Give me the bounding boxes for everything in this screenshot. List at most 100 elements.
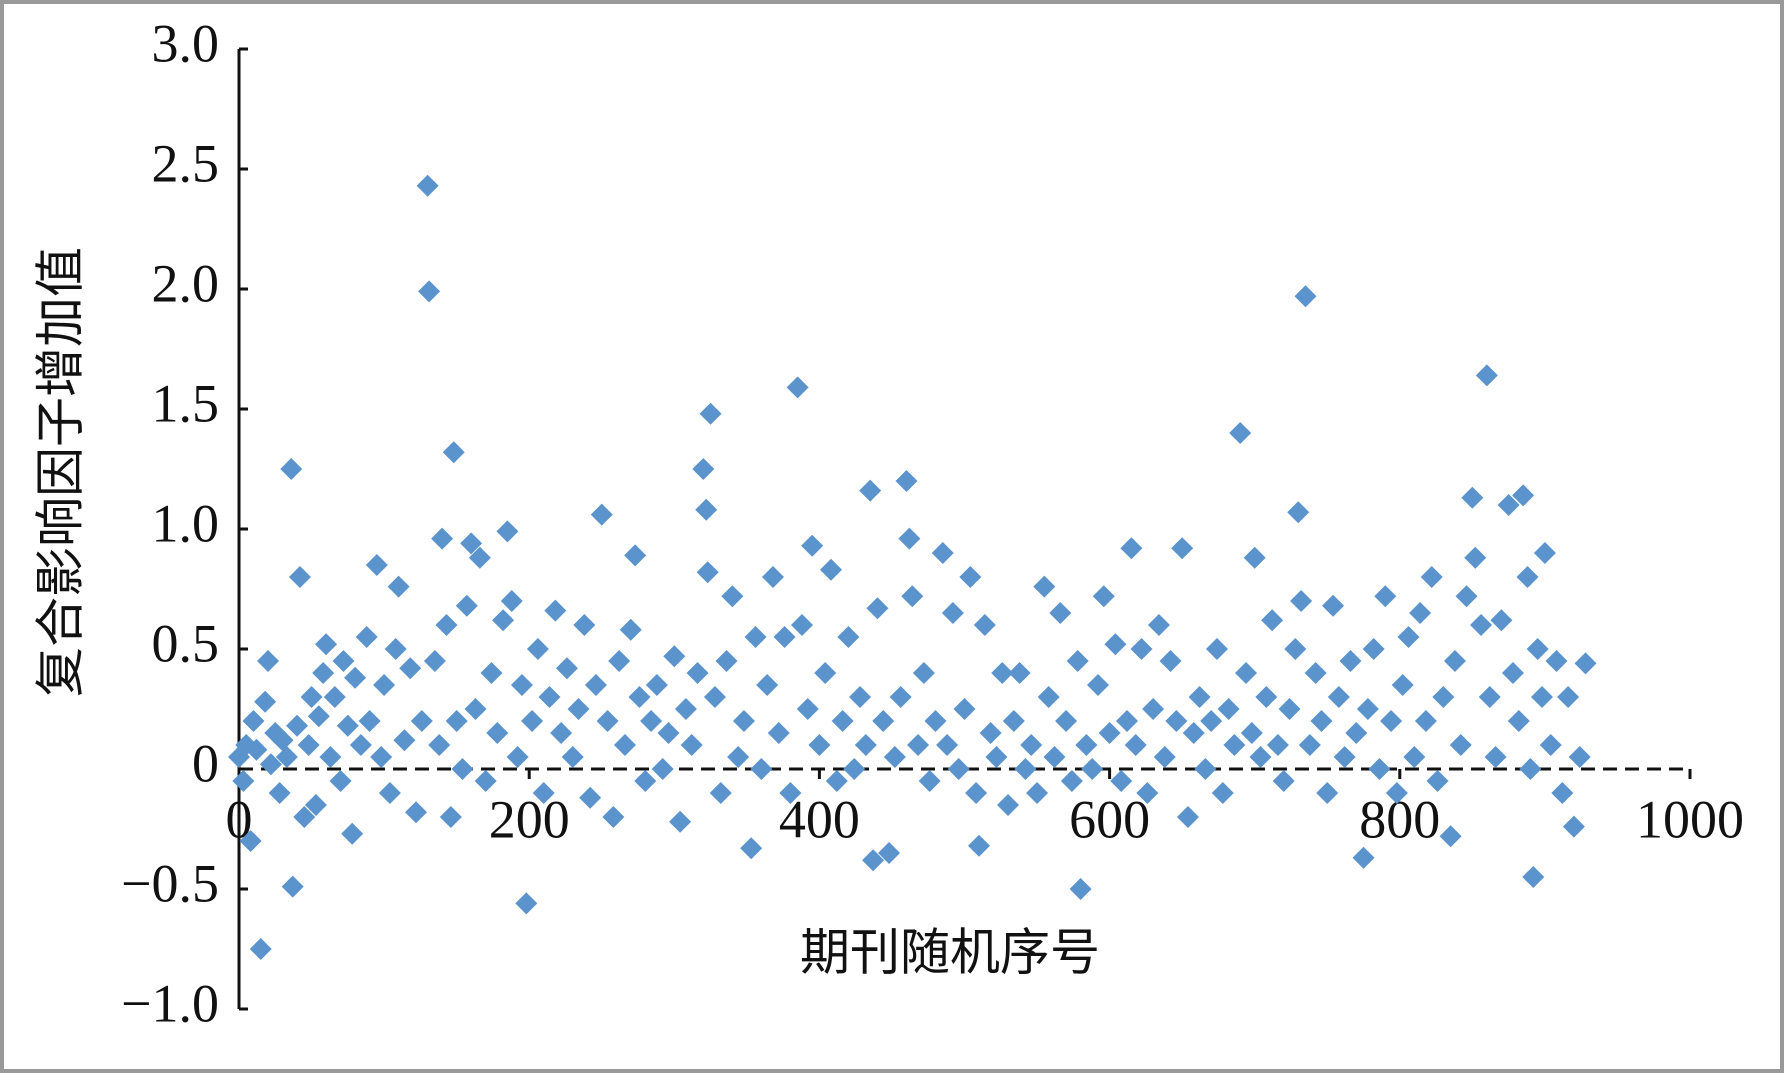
point <box>709 782 732 804</box>
point <box>1464 546 1487 569</box>
point <box>985 746 1008 768</box>
point <box>619 618 642 641</box>
point <box>428 734 451 756</box>
point <box>1043 746 1066 768</box>
point <box>907 734 930 756</box>
point <box>349 734 372 756</box>
point <box>1339 650 1362 672</box>
point <box>1194 758 1217 780</box>
point <box>859 479 882 502</box>
point <box>268 782 291 804</box>
point <box>1545 650 1568 672</box>
point <box>439 806 462 828</box>
point <box>410 710 433 732</box>
point <box>259 753 282 776</box>
point <box>1205 638 1228 660</box>
point <box>1374 585 1397 608</box>
point <box>1368 758 1391 780</box>
point <box>1574 652 1597 675</box>
point <box>696 561 719 584</box>
point <box>1255 686 1278 708</box>
point <box>1475 364 1498 387</box>
point <box>1284 638 1307 660</box>
point <box>506 746 529 768</box>
point <box>280 458 303 480</box>
point <box>515 892 538 915</box>
point <box>307 705 330 728</box>
point <box>245 738 268 761</box>
point <box>480 662 503 684</box>
point <box>281 875 304 898</box>
point <box>1522 866 1545 888</box>
point <box>1426 770 1449 792</box>
point <box>608 650 631 672</box>
point <box>460 532 483 555</box>
point <box>1120 537 1143 560</box>
point <box>1060 770 1083 792</box>
point <box>538 686 561 708</box>
point <box>423 650 446 672</box>
point <box>843 758 866 780</box>
point <box>1081 758 1104 780</box>
point <box>773 626 796 648</box>
point <box>1014 758 1037 780</box>
point <box>1470 614 1493 636</box>
point <box>416 174 439 197</box>
point <box>486 722 509 744</box>
point <box>895 470 918 492</box>
y-tick-label: 2.5 <box>152 133 220 193</box>
point <box>315 633 338 656</box>
point <box>663 645 686 668</box>
point <box>831 710 854 732</box>
point <box>435 614 458 636</box>
point <box>387 575 410 598</box>
point <box>405 801 428 824</box>
point <box>912 662 935 684</box>
point <box>1217 698 1240 720</box>
point <box>1002 710 1025 732</box>
point <box>510 674 533 696</box>
y-tick-label: 1.5 <box>152 373 220 433</box>
x-tick-label: 200 <box>489 789 570 849</box>
point <box>1124 734 1147 756</box>
point <box>1322 594 1345 617</box>
point <box>304 794 327 816</box>
point <box>695 498 718 521</box>
point <box>854 734 877 756</box>
point <box>1211 782 1234 804</box>
point <box>1229 422 1252 444</box>
point <box>1397 626 1420 648</box>
point <box>1278 698 1301 720</box>
point <box>239 830 262 852</box>
point <box>319 746 342 768</box>
point <box>796 698 819 720</box>
point <box>532 782 555 804</box>
y-tick-label: 3.0 <box>152 13 220 73</box>
point <box>1240 722 1263 744</box>
point <box>232 770 255 792</box>
point <box>1026 782 1049 804</box>
point <box>1298 734 1321 756</box>
point <box>1110 770 1133 792</box>
point <box>699 402 722 425</box>
point <box>455 594 478 617</box>
point <box>286 714 309 737</box>
point <box>271 729 294 752</box>
point <box>1391 674 1414 696</box>
x-axis-title: 期刊随机序号 <box>800 924 1100 982</box>
point <box>1420 566 1443 588</box>
point <box>1449 734 1472 756</box>
point <box>640 710 663 732</box>
point <box>1266 734 1289 756</box>
point <box>613 734 636 756</box>
point <box>332 650 355 672</box>
point <box>669 810 692 833</box>
point <box>901 585 924 608</box>
point <box>825 770 848 792</box>
point <box>959 566 982 588</box>
point <box>1568 746 1591 768</box>
point <box>744 626 767 648</box>
point <box>651 758 674 780</box>
point <box>767 722 790 744</box>
point <box>1287 501 1310 524</box>
